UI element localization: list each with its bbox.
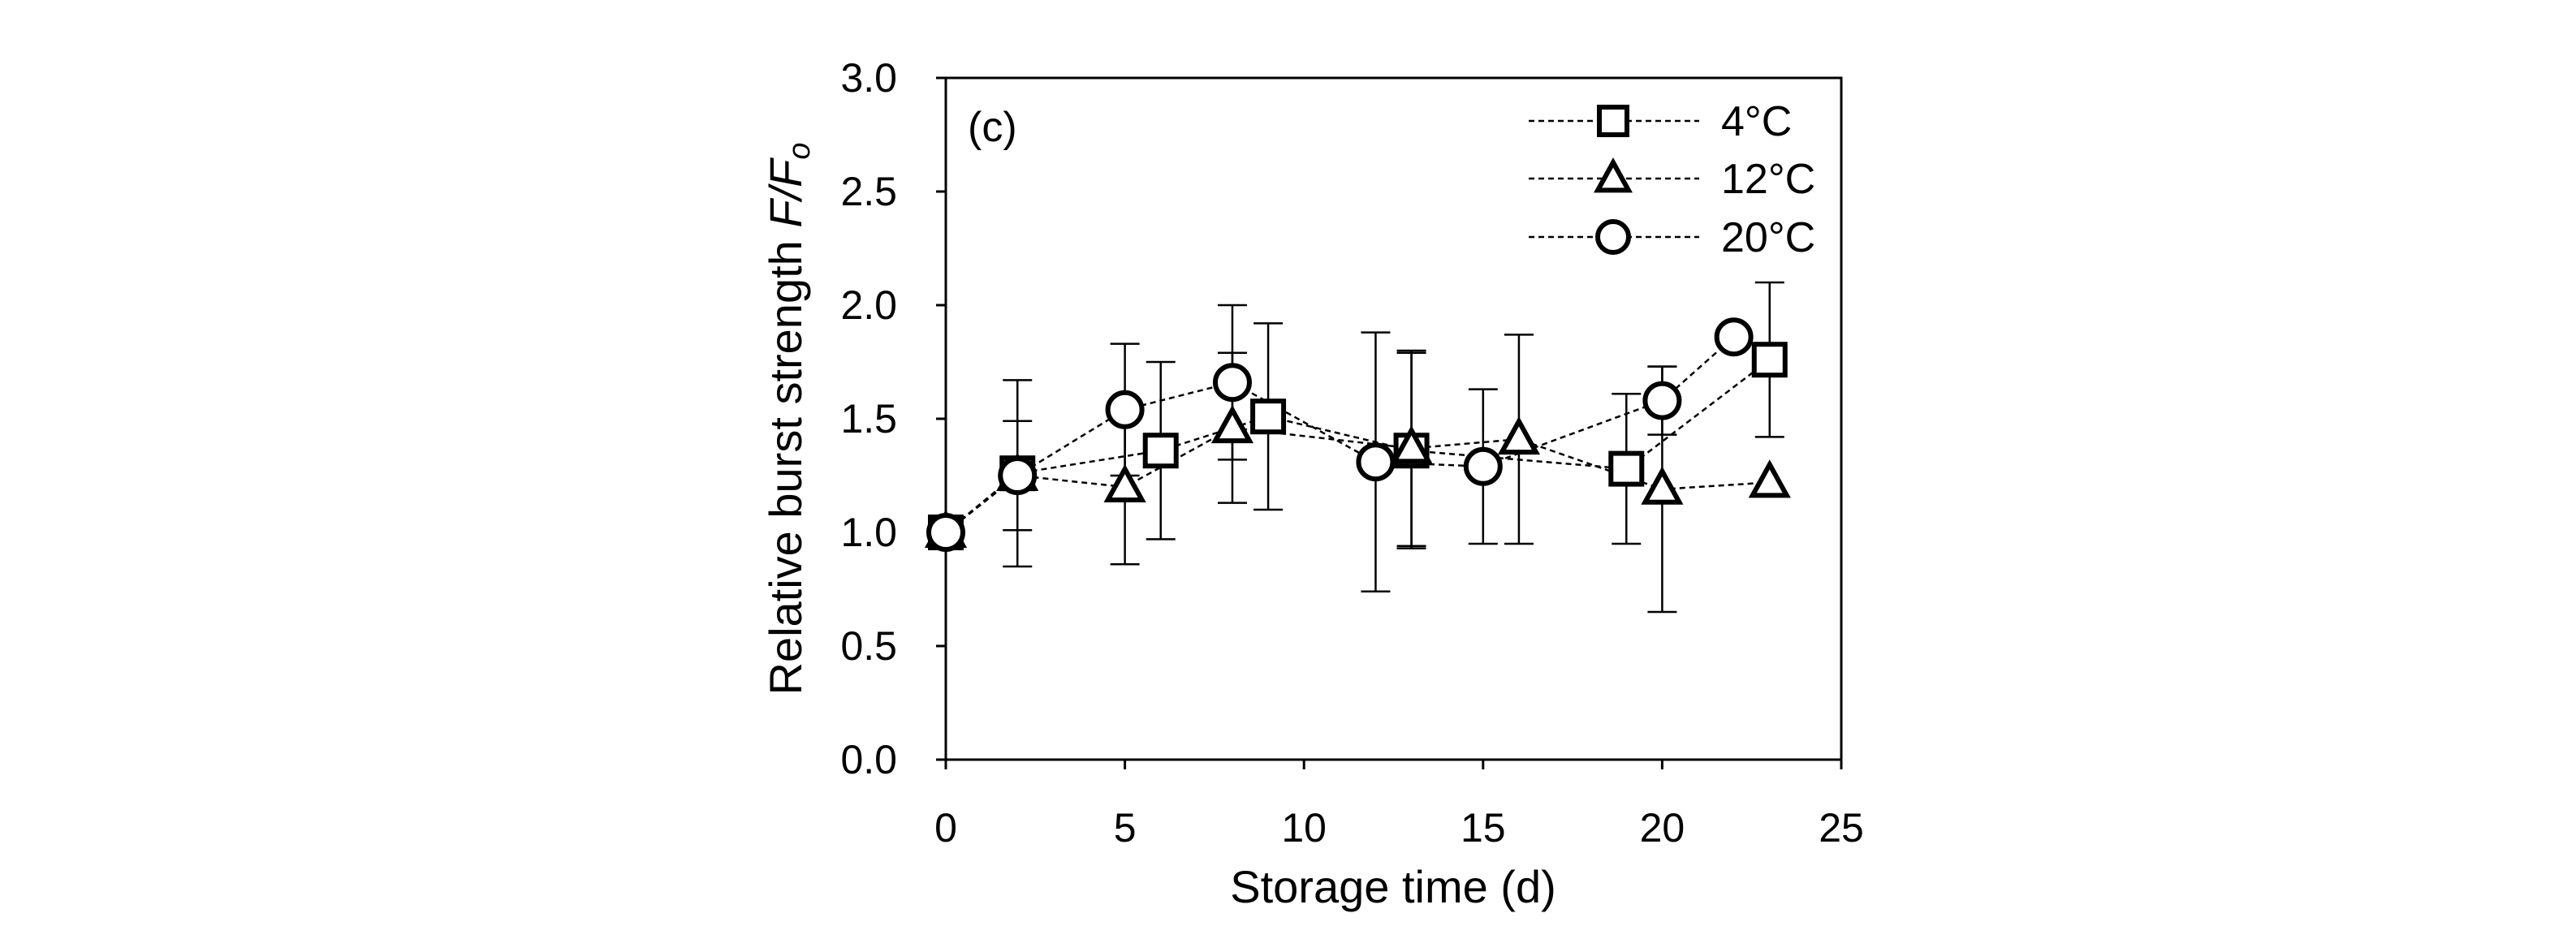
legend-entry: 12°C: [1529, 156, 1815, 203]
legend: 4°C 12°C 20°C: [1529, 98, 1815, 261]
data-point-circle: [1356, 442, 1396, 482]
data-point-square: [1608, 450, 1645, 487]
data-point-circle: [1714, 317, 1754, 357]
y-tick-label: 1.0: [840, 510, 897, 555]
y-tick-label: 2.5: [840, 169, 897, 214]
data-point-circle: [1642, 381, 1682, 420]
data-point-triangle: [1497, 416, 1541, 455]
y-tick-label: 0.5: [840, 623, 897, 669]
legend-entry: 20°C: [1529, 214, 1815, 261]
data-point-triangle: [1641, 466, 1684, 505]
data-point-circle: [1212, 363, 1252, 403]
x-tick-label: 15: [1461, 805, 1506, 851]
legend-marker-square: [1597, 105, 1629, 137]
data-point-circle: [926, 513, 965, 552]
x-tick-label: 20: [1640, 805, 1685, 851]
x-tick-label: 10: [1281, 805, 1327, 851]
data-point-triangle: [1103, 463, 1146, 502]
legend-label: 20°C: [1721, 214, 1815, 261]
plot-area: [944, 76, 1843, 761]
y-axis-title: Relative burst strength F/Fo: [760, 143, 817, 696]
y-tick-label: 1.5: [840, 396, 897, 442]
panel-label: (c): [968, 104, 1017, 151]
series-circle-lines: [945, 336, 1735, 533]
x-axis-title: Storage time (d): [1230, 861, 1556, 912]
data-point-triangle: [1390, 425, 1433, 464]
x-tick-label: 5: [1114, 805, 1137, 851]
data-point-square: [1142, 433, 1179, 469]
data-point-square: [1751, 342, 1788, 378]
y-tick-label: 0.0: [840, 737, 897, 782]
data-point-circle: [998, 456, 1038, 495]
data-point-triangle: [1210, 404, 1254, 444]
legend-label: 12°C: [1721, 156, 1815, 203]
y-tick-label: 2.0: [840, 282, 897, 328]
legend-entry: 4°C: [1529, 98, 1792, 145]
y-axis-title-sub: o: [783, 143, 817, 160]
y-axis-title-prefix: Relative burst strength: [760, 228, 811, 696]
series-circle-points: [926, 317, 1754, 552]
legend-label: 4°C: [1721, 98, 1792, 145]
axis-ticks: 0 5 10 15 20 25 0.0 0.5 1.0 1.5 2.0 2.5 3.0: [840, 55, 1863, 851]
series-line: [945, 336, 1735, 533]
x-tick-label: 0: [934, 805, 957, 851]
y-tick-label: 3.0: [840, 55, 897, 101]
data-point-circle: [1105, 390, 1145, 429]
legend-marker-triangle: [1594, 157, 1633, 193]
legend-marker-circle: [1595, 219, 1631, 255]
data-point-square: [1250, 398, 1287, 435]
series-layer: [924, 281, 1791, 614]
y-axis-title-main: F/F: [760, 157, 811, 228]
x-tick-label: 25: [1819, 805, 1864, 851]
data-point-circle: [1463, 446, 1503, 486]
data-point-triangle: [1748, 459, 1791, 498]
